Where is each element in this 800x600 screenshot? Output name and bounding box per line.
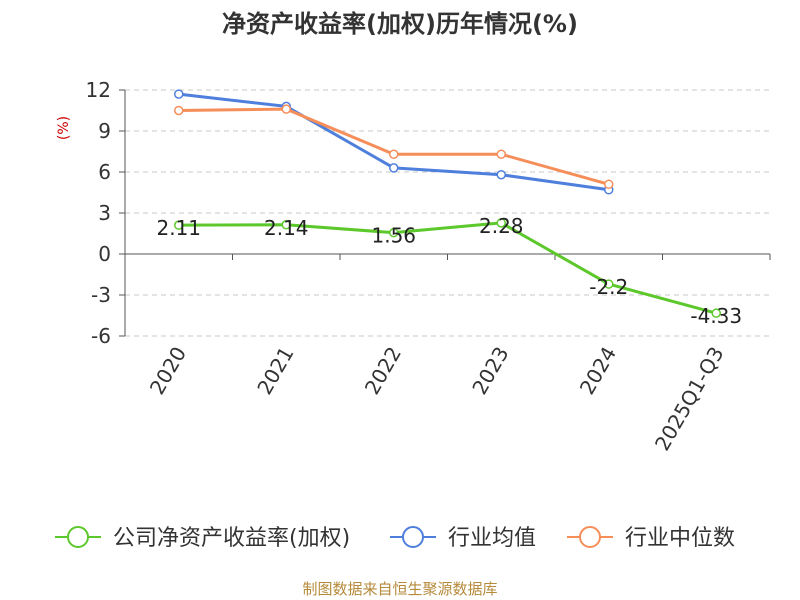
data-label: -4.33	[690, 304, 742, 328]
legend-label: 公司净资产收益率(加权)	[113, 526, 350, 551]
legend: 公司净资产收益率(加权) 行业均值 行业中位数	[55, 526, 735, 551]
legend-item-2[interactable]: 行业中位数	[567, 526, 735, 551]
y-axis-label: (%)	[56, 116, 72, 140]
series-1	[174, 89, 614, 195]
data-point	[281, 104, 291, 114]
legend-item-1[interactable]: 行业均值	[390, 526, 536, 551]
x-tick-label: 2025Q1-Q3	[650, 343, 729, 455]
series-layer	[174, 89, 721, 318]
series-0	[174, 218, 721, 318]
legend-label: 行业中位数	[625, 526, 735, 551]
data-label: 2.14	[264, 216, 309, 240]
legend-label: 行业均值	[448, 526, 536, 551]
data-label: -2.2	[589, 275, 628, 299]
data-label: 1.56	[371, 224, 416, 248]
series-line	[178, 107, 610, 186]
x-tick-label: 2024	[575, 343, 621, 399]
series-line	[178, 221, 717, 315]
data-point	[174, 220, 184, 230]
legend-item-0[interactable]: 公司净资产收益率(加权)	[55, 526, 350, 551]
chart-title: 净资产收益率(加权)历年情况(%)	[222, 10, 578, 38]
axis-layer: 12 9 6 3 0 -3 -6 2020 2021 2022 2023 2024 2025Q1-Q3	[86, 78, 771, 455]
data-point	[389, 163, 399, 173]
data-point	[281, 220, 291, 230]
legend-marker	[579, 526, 601, 548]
x-tick-label: 2020	[145, 343, 191, 399]
y-tick-label: 3	[98, 201, 111, 225]
y-tick-label: 9	[98, 119, 111, 143]
y-tick-label: 12	[86, 78, 111, 102]
x-tick-label: 2022	[360, 343, 406, 399]
data-point	[389, 149, 399, 159]
x-tick-label: 2023	[467, 343, 513, 399]
data-point	[496, 149, 506, 159]
data-point	[174, 105, 184, 116]
data-point	[604, 179, 614, 190]
data-point	[389, 227, 399, 238]
y-tick-label: -3	[91, 283, 111, 307]
data-point	[496, 169, 506, 180]
source-note: 制图数据来自恒生聚源数据库	[302, 580, 497, 598]
data-point	[604, 279, 614, 289]
legend-marker	[67, 526, 89, 548]
series-2	[174, 104, 614, 190]
data-point	[174, 89, 184, 99]
grid-layer	[125, 89, 770, 337]
y-tick-label: 0	[98, 242, 111, 266]
data-point	[496, 218, 506, 228]
legend-marker	[402, 526, 424, 548]
data-label: 2.11	[156, 216, 201, 240]
x-tick-label: 2021	[252, 343, 298, 399]
data-label-layer: 2.11 2.14 1.56 2.28 -2.2 -4.33	[156, 214, 742, 328]
data-label: 2.28	[479, 214, 524, 238]
y-tick-label: 6	[98, 160, 111, 184]
data-point	[711, 308, 721, 318]
y-tick-label: -6	[91, 324, 111, 348]
